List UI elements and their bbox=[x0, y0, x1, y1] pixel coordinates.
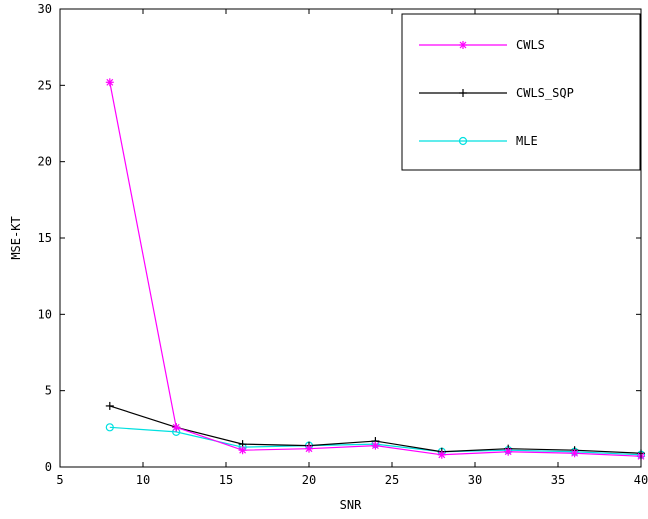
data-point-cwls-sqp bbox=[105, 401, 114, 410]
legend-box bbox=[401, 13, 641, 171]
x-tick-label: 20 bbox=[302, 473, 316, 487]
legend-label-cwls-sqp: CWLS_SQP bbox=[516, 86, 574, 100]
data-point-cwls bbox=[504, 447, 513, 456]
y-tick-label: 15 bbox=[38, 231, 52, 245]
y-tick-label: 30 bbox=[38, 2, 52, 16]
x-tick-label: 35 bbox=[551, 473, 565, 487]
legend-marker-cwls-sqp bbox=[459, 89, 467, 97]
legend-marker-cwls bbox=[459, 41, 467, 49]
y-tick-label: 5 bbox=[45, 384, 52, 398]
data-point-cwls bbox=[437, 450, 446, 459]
legend: CWLS CWLS_SQP MLE bbox=[401, 13, 641, 171]
x-tick-label: 25 bbox=[385, 473, 399, 487]
data-point-mle bbox=[105, 423, 114, 432]
x-tick-label: 15 bbox=[219, 473, 233, 487]
data-point-cwls bbox=[371, 441, 380, 450]
x-tick-label: 10 bbox=[136, 473, 150, 487]
legend-marker-mle bbox=[458, 136, 468, 146]
x-tick-label: 40 bbox=[634, 473, 648, 487]
data-point-cwls bbox=[172, 423, 181, 432]
y-tick-label: 25 bbox=[38, 78, 52, 92]
y-axis-label: MSE-KT bbox=[9, 216, 23, 259]
x-tick-label: 30 bbox=[468, 473, 482, 487]
data-point-cwls bbox=[570, 449, 579, 458]
x-axis-label: SNR bbox=[340, 498, 362, 512]
y-tick-label: 10 bbox=[38, 307, 52, 321]
y-tick-label: 0 bbox=[45, 460, 52, 474]
data-point-cwls bbox=[305, 444, 313, 453]
x-tick-label: 5 bbox=[56, 473, 63, 487]
legend-label-cwls: CWLS bbox=[516, 38, 545, 52]
data-point-cwls bbox=[105, 78, 114, 87]
legend-label-mle: MLE bbox=[516, 134, 538, 148]
data-point-cwls bbox=[238, 446, 247, 455]
y-tick-label: 20 bbox=[38, 155, 52, 169]
